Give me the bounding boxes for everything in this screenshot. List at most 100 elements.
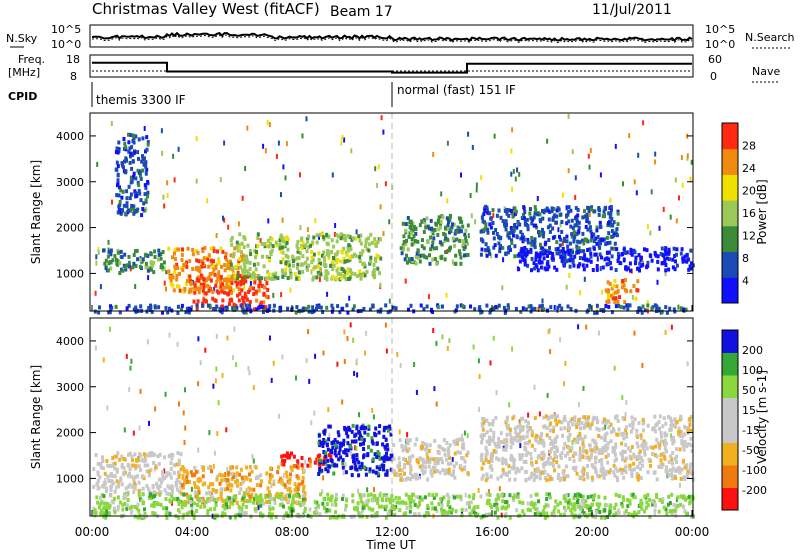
echo-cell xyxy=(447,450,451,455)
echo-cell xyxy=(660,434,663,439)
echo-cell xyxy=(672,439,676,444)
scatter-cell xyxy=(622,181,624,187)
echo-cell xyxy=(546,267,550,272)
echo-cell xyxy=(283,483,287,488)
echo-cell xyxy=(213,307,217,311)
echo-cell xyxy=(655,454,659,459)
echo-cell xyxy=(592,465,596,470)
echo-cell xyxy=(519,436,523,441)
echo-cell xyxy=(560,306,564,311)
scatter-cell xyxy=(307,329,310,335)
echo-cell xyxy=(495,456,499,461)
echo-cell xyxy=(600,458,604,462)
echo-cell xyxy=(240,250,243,255)
scatter-cell xyxy=(653,511,656,517)
echo-cell xyxy=(552,513,556,518)
colorbar-segment xyxy=(722,123,738,150)
scatter-cell xyxy=(461,509,463,515)
echo-cell xyxy=(255,497,258,502)
echo-cell xyxy=(480,440,484,445)
scatter-cell xyxy=(681,182,684,188)
echo-cell xyxy=(278,238,282,243)
echo-cell xyxy=(532,215,536,220)
echo-cell xyxy=(205,283,209,288)
echo-cell xyxy=(437,227,441,232)
scatter-cell xyxy=(123,427,126,433)
echo-cell xyxy=(558,243,562,248)
echo-cell xyxy=(650,499,654,504)
echo-cell xyxy=(545,206,549,211)
echo-cell xyxy=(437,215,441,220)
echo-cell xyxy=(635,512,639,517)
echo-cell xyxy=(392,443,396,448)
echo-cell xyxy=(265,281,269,286)
echo-cell xyxy=(492,236,496,241)
scatter-cell xyxy=(280,292,283,298)
echo-cell xyxy=(538,304,542,309)
echo-cell xyxy=(378,271,381,276)
echo-cell xyxy=(224,285,228,290)
echo-cell xyxy=(404,501,408,506)
echo-cell xyxy=(263,308,267,313)
echo-cell xyxy=(407,456,411,460)
echo-cell xyxy=(577,225,581,230)
echo-cell xyxy=(109,304,112,309)
echo-cell xyxy=(322,496,326,501)
echo-cell xyxy=(206,497,210,502)
scatter-cell xyxy=(341,399,344,405)
echo-cell xyxy=(595,241,599,246)
echo-cell xyxy=(221,307,225,312)
echo-cell xyxy=(566,474,570,479)
echo-cell xyxy=(648,515,652,519)
echo-cell xyxy=(310,260,314,265)
echo-cell xyxy=(588,426,592,431)
echo-cell xyxy=(128,451,132,456)
scatter-cell xyxy=(97,250,100,255)
echo-cell xyxy=(583,209,586,214)
echo-cell xyxy=(562,512,566,517)
echo-cell xyxy=(225,257,229,262)
echo-cell xyxy=(306,267,309,272)
echo-cell xyxy=(433,257,437,261)
echo-cell xyxy=(572,230,576,235)
scatter-cell xyxy=(432,152,435,157)
echo-cell xyxy=(427,512,431,517)
scatter-cell xyxy=(377,164,380,170)
echo-cell xyxy=(432,246,436,251)
scatter-cell xyxy=(527,412,530,418)
echo-cell xyxy=(367,242,371,247)
echo-cell xyxy=(336,250,340,255)
echo-cell xyxy=(136,457,140,462)
echo-cell xyxy=(134,134,138,139)
scatter-cell xyxy=(99,284,102,290)
echo-cell xyxy=(581,494,585,499)
echo-cell xyxy=(300,262,303,267)
echo-cell xyxy=(176,497,180,501)
echo-cell xyxy=(620,431,624,436)
echo-cell xyxy=(123,252,127,257)
echo-cell xyxy=(646,423,650,428)
echo-cell xyxy=(325,241,329,246)
echo-cell xyxy=(435,508,439,513)
echo-cell xyxy=(150,451,154,455)
echo-cell xyxy=(209,507,213,512)
echo-cell xyxy=(382,467,385,472)
echo-cell xyxy=(451,507,454,512)
echo-cell xyxy=(141,458,145,463)
colorbar-segment xyxy=(722,251,738,278)
echo-cell xyxy=(329,498,333,503)
echo-cell xyxy=(408,458,412,463)
echo-cell xyxy=(221,473,225,478)
echo-cell xyxy=(218,481,222,486)
echo-cell xyxy=(116,210,120,215)
echo-cell xyxy=(503,440,507,445)
echo-cell xyxy=(360,461,364,466)
echo-cell xyxy=(674,475,678,480)
echo-cell xyxy=(146,253,150,258)
echo-cell xyxy=(177,474,181,479)
echo-cell xyxy=(192,516,196,520)
echo-cell xyxy=(576,436,580,441)
echo-cell xyxy=(261,513,265,518)
echo-cell xyxy=(393,512,397,517)
echo-cell xyxy=(571,250,574,255)
